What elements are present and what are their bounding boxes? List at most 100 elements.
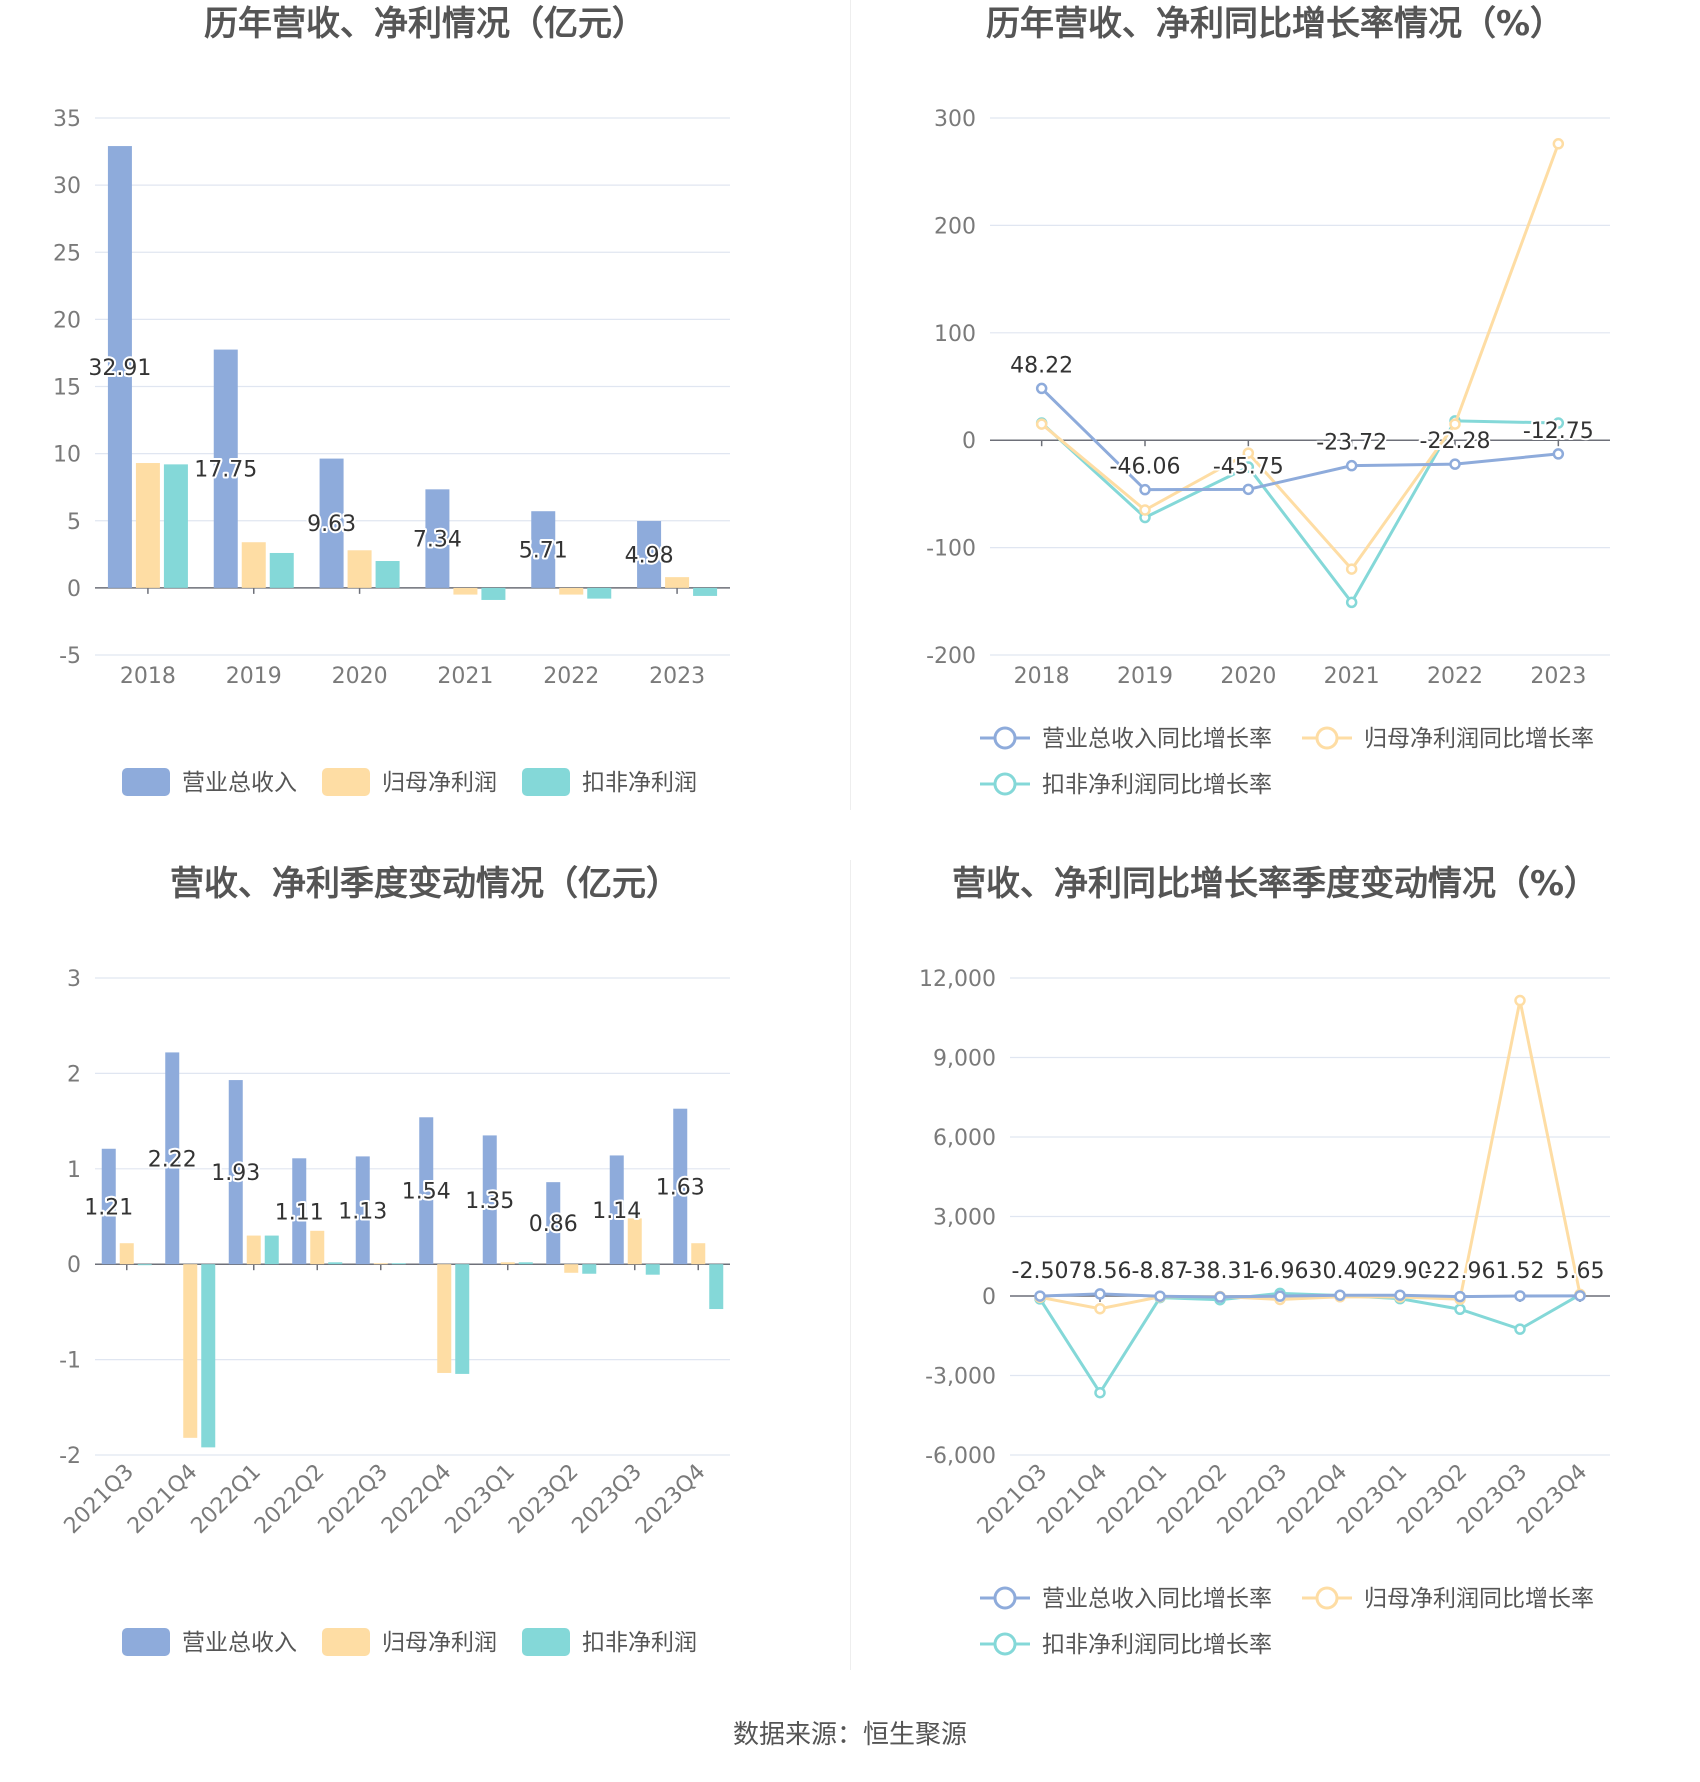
- y-tick-label: 2: [67, 1062, 81, 1087]
- bar-2: [328, 1262, 343, 1265]
- vertical-divider-bottom: [850, 860, 851, 1670]
- legend-swatch-marker-2: [993, 1632, 1017, 1656]
- series-point-1: [1242, 447, 1255, 459]
- data-label: 30.40: [1309, 1259, 1372, 1284]
- x-tick-label: 2023Q3: [568, 1460, 647, 1539]
- data-label: -46.06: [1110, 455, 1181, 480]
- legend-swatch-0: [122, 1628, 170, 1656]
- data-label: 29.90: [1369, 1259, 1432, 1284]
- bar-1: [564, 1264, 579, 1273]
- bar-0: [292, 1158, 307, 1265]
- y-tick-label: 20: [53, 308, 81, 333]
- bar-1: [310, 1230, 325, 1265]
- x-tick-label: 2022Q3: [314, 1460, 393, 1539]
- series-line-1: [1040, 143, 1560, 572]
- y-tick-label: 30: [53, 174, 81, 199]
- series-point-0: [1449, 458, 1461, 470]
- bar-1: [347, 550, 372, 588]
- x-tick-label: 2022Q4: [377, 1460, 456, 1539]
- vertical-divider-top: [850, 0, 851, 810]
- bar-0: [228, 1080, 243, 1265]
- legend-swatch-marker-1: [1315, 726, 1339, 750]
- x-tick-label: 2022: [543, 664, 599, 689]
- bar-1: [453, 587, 478, 595]
- series-point-0: [1154, 1290, 1166, 1302]
- legend-swatch-2: [522, 768, 570, 796]
- series-point-0: [1454, 1290, 1466, 1303]
- y-tick-label: -2: [59, 1444, 81, 1469]
- bar-1: [119, 1243, 134, 1265]
- bar-2: [518, 1262, 533, 1265]
- y-tick-label: 0: [67, 577, 81, 602]
- quarter-bar-chart: 营收、净利季度变动情况（亿元）3210-1-22021Q32021Q42022Q…: [59, 864, 730, 1656]
- x-tick-label: 2021Q3: [60, 1460, 139, 1539]
- data-label: -12.75: [1523, 419, 1594, 444]
- y-tick-label: -3,000: [925, 1365, 996, 1390]
- bar-1: [183, 1264, 198, 1438]
- y-tick-label: 9,000: [933, 1047, 996, 1072]
- bar-2: [375, 561, 400, 588]
- bar-2: [163, 464, 188, 588]
- bar-0: [419, 1117, 434, 1265]
- data-label: 1.63: [656, 1175, 705, 1200]
- x-tick-label: 2021Q4: [123, 1460, 202, 1539]
- bar-2: [645, 1264, 660, 1275]
- legend-label: 扣非净利润同比增长率: [1042, 772, 1272, 798]
- data-label: 5.71: [519, 539, 568, 564]
- series-point-0: [1035, 382, 1048, 395]
- y-tick-label: 15: [53, 376, 81, 401]
- legend-label: 归母净利润同比增长率: [1364, 726, 1594, 752]
- y-tick-label: -100: [926, 537, 976, 562]
- legend-swatch-1: [322, 1628, 370, 1656]
- annual-bar-chart: 历年营收、净利情况（亿元） 35 30 25 20 15 10 5 0 -5 2018 2019 202…: [53, 4, 730, 796]
- bar-2: [137, 1264, 152, 1266]
- bar-0: [213, 349, 238, 588]
- x-tick-label: 2018: [120, 664, 176, 689]
- series-point-0: [1034, 1290, 1046, 1302]
- data-label: 17.75: [194, 458, 257, 483]
- series-point-0: [1514, 1290, 1526, 1302]
- chart-title: 营收、净利季度变动情况（亿元）: [170, 864, 680, 904]
- bar-2: [269, 552, 294, 588]
- y-tick-label: 5: [67, 510, 81, 535]
- bar-0: [355, 1156, 370, 1265]
- data-label: -22.28: [1420, 429, 1491, 454]
- series-line-2: [1038, 1291, 1581, 1396]
- data-label: 0.86: [529, 1212, 578, 1237]
- data-label: -2.50: [1012, 1259, 1069, 1284]
- bar-1: [691, 1243, 706, 1265]
- x-tick-label: 2023Q2: [504, 1460, 583, 1539]
- y-tick-label: 0: [982, 1285, 996, 1310]
- data-label: -38.31: [1185, 1259, 1256, 1284]
- bar-0: [101, 1148, 116, 1265]
- data-label: 1.14: [592, 1199, 641, 1224]
- data-label: 2.22: [148, 1147, 197, 1172]
- series-line-1: [1039, 1000, 1582, 1311]
- y-tick-label: 35: [53, 107, 81, 132]
- legend-swatch-marker-0: [993, 726, 1017, 750]
- legend-label: 归母净利润同比增长率: [1364, 1586, 1594, 1612]
- series-point-0: [1345, 459, 1358, 472]
- bar-1: [559, 587, 584, 595]
- bar-2: [587, 587, 612, 599]
- data-label: 32.91: [88, 356, 151, 381]
- data-label: 1.35: [465, 1189, 514, 1214]
- y-tick-label: 100: [934, 322, 976, 347]
- annual-line-panel: 历年营收、净利同比增长率情况（%） 300 200 100 0 -100 -200 2018 2…: [850, 0, 1700, 860]
- x-tick-label: 2019: [1117, 664, 1173, 689]
- series-point-2: [1094, 1386, 1106, 1399]
- y-tick-label: -1: [59, 1349, 81, 1374]
- annual-growth-line-chart: 历年营收、净利同比增长率情况（%） 300 200 100 0 -100 -200 2018 2…: [926, 4, 1610, 798]
- legend-label: 营业总收入: [182, 1630, 297, 1656]
- y-tick-label: 10: [53, 443, 81, 468]
- x-tick-label: 2019: [226, 664, 282, 689]
- series-point-1: [1514, 994, 1526, 1007]
- quarter-line-panel: 营收、净利同比增长率季度变动情况（%） 12,000 9,000 6,000 3,000…: [850, 860, 1700, 1720]
- bar-1: [246, 1235, 261, 1265]
- chart-title: 历年营收、净利同比增长率情况（%）: [986, 4, 1564, 44]
- bar-0: [107, 146, 132, 588]
- series-point-0: [1274, 1290, 1286, 1302]
- series-point-1: [1094, 1302, 1106, 1315]
- bar-2: [693, 587, 718, 596]
- bar-0: [609, 1155, 624, 1265]
